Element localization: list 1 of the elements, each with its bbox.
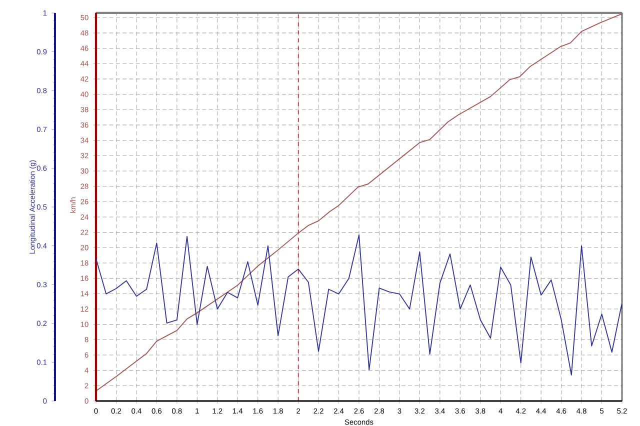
line-series bbox=[96, 234, 622, 376]
